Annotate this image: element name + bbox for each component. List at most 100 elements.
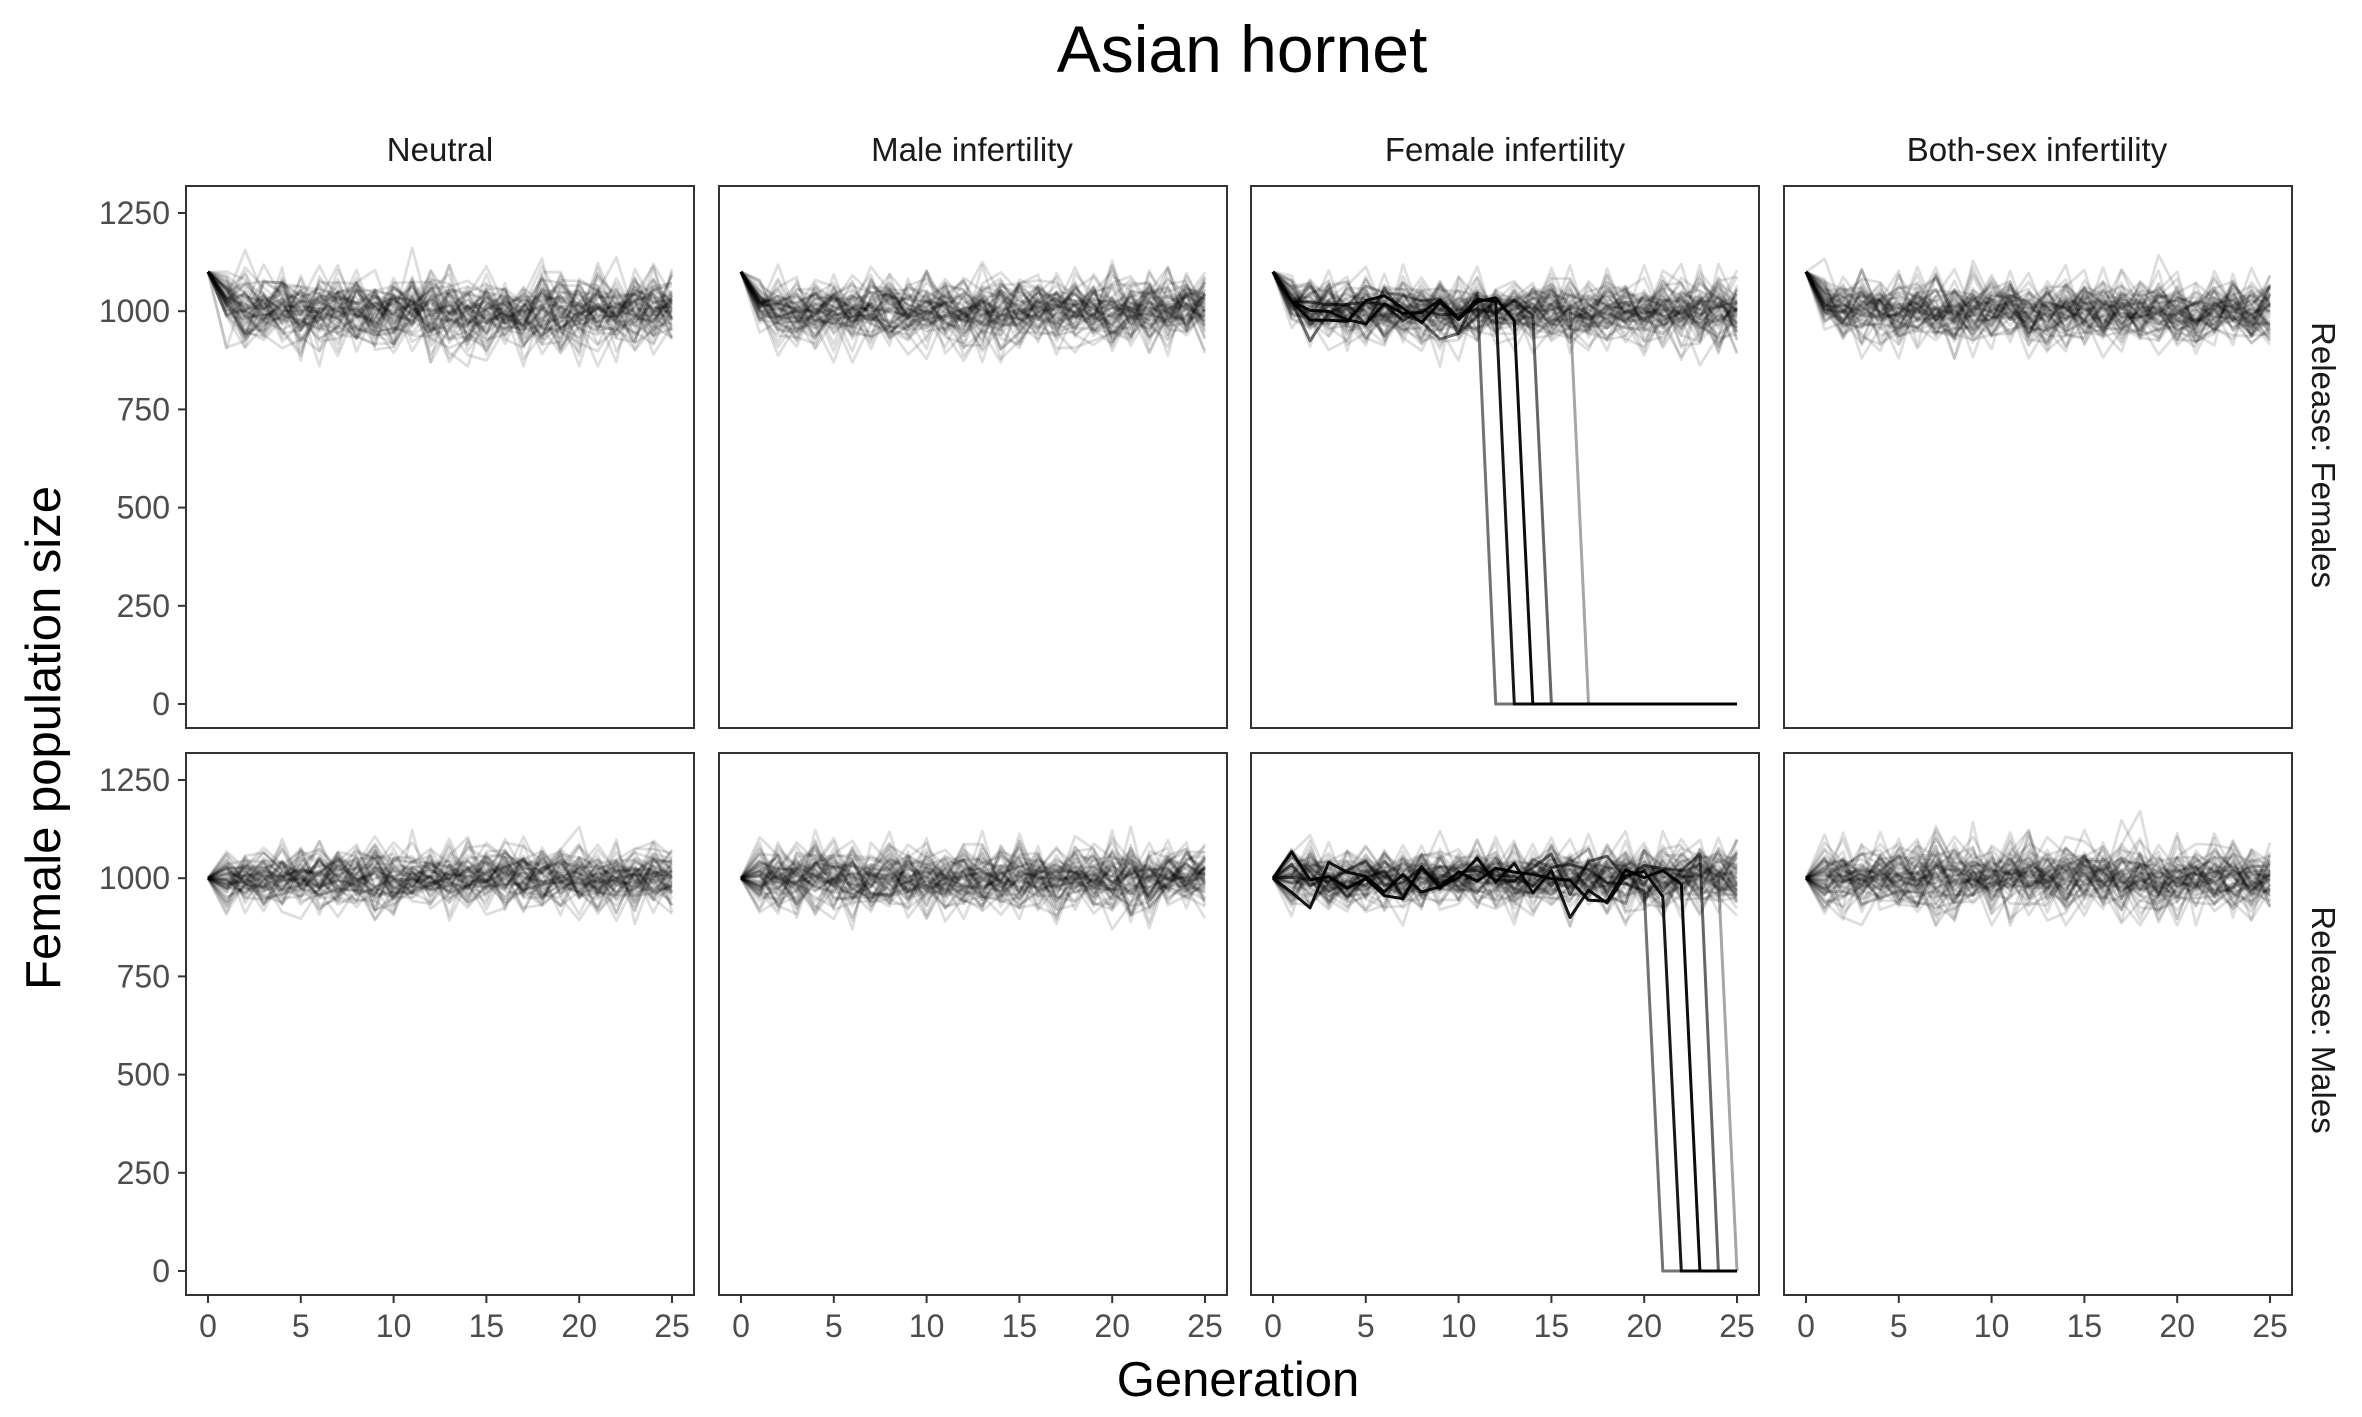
panel-series-group: [206, 246, 674, 368]
series-line: [1804, 271, 2272, 348]
series-line: [1804, 271, 2271, 336]
series-line: [206, 267, 673, 347]
series-line: [1805, 824, 2272, 916]
x-tick-label: 15: [1002, 1308, 1038, 1344]
series-line: [207, 270, 674, 329]
series-line: [207, 851, 673, 904]
series-line: [1804, 268, 2271, 349]
series-line: [207, 270, 674, 368]
panel-series-group: [739, 259, 1207, 364]
panel-series-group: [1804, 810, 2272, 927]
y-tick-label: 0: [152, 686, 170, 722]
y-axis-title: Female population size: [17, 486, 71, 990]
series-line: [1805, 270, 2272, 341]
series-line: [1805, 847, 2271, 906]
collapse-line: [1272, 859, 1737, 1273]
series-line: [1804, 854, 2272, 927]
x-tick-label: 25: [2252, 1308, 2288, 1344]
series-line: [1272, 849, 1739, 911]
series-line: [739, 271, 1206, 341]
series-line: [740, 847, 1207, 909]
series-line: [740, 860, 1207, 930]
series-line: [740, 836, 1206, 919]
series-line: [206, 853, 673, 914]
series-line: [207, 840, 674, 921]
series-line: [739, 271, 1206, 351]
x-tick-label: 20: [561, 1308, 597, 1344]
series-line: [739, 271, 1207, 343]
series-line: [740, 851, 1206, 904]
series-line: [1271, 843, 1739, 927]
series-line: [740, 836, 1207, 910]
series-line: [739, 271, 1207, 341]
series-line: [740, 829, 1207, 911]
series-line: [1804, 271, 2271, 338]
panel-series-group: [206, 825, 674, 926]
series-line: [1272, 266, 1738, 347]
series-line: [739, 271, 1206, 338]
series-line: [740, 856, 1206, 911]
x-tick-label: 15: [1534, 1308, 1570, 1344]
series-line: [1804, 271, 2272, 352]
series-line: [1804, 263, 2272, 347]
series-line: [740, 850, 1206, 915]
series-line: [206, 271, 674, 345]
series-line: [207, 852, 673, 915]
series-line: [1805, 848, 2271, 901]
series-line: [739, 270, 1206, 345]
series-line: [739, 271, 1207, 340]
series-line: [1805, 845, 2272, 916]
series-line: [206, 271, 674, 364]
series-line: [207, 847, 673, 908]
series-line: [206, 271, 673, 353]
series-line: [1805, 844, 2271, 912]
strip-label-row-1: Release: Males: [2305, 906, 2342, 1133]
series-line: [739, 271, 1207, 354]
series-line: [206, 271, 674, 346]
panel-1-3: [1783, 752, 2293, 1296]
series-line: [1805, 854, 2272, 927]
series-line: [1804, 842, 2271, 912]
series-line: [207, 270, 674, 354]
series-line: [1271, 269, 1738, 341]
series-line: [1804, 271, 2271, 344]
series-line: [740, 838, 1206, 921]
series-line: [1271, 271, 1738, 340]
x-tick-label: 5: [292, 1308, 310, 1344]
series-line: [739, 271, 1206, 351]
series-line: [207, 852, 673, 917]
series-line: [206, 268, 673, 364]
collapse-line: [1271, 850, 1737, 1273]
series-line: [207, 268, 674, 344]
series-line: [207, 845, 673, 902]
series-line: [1804, 270, 2271, 340]
series-line: [206, 852, 674, 922]
series-line: [206, 256, 673, 353]
x-tick-label: 10: [1974, 1308, 2010, 1344]
collapse-line: [1271, 271, 1737, 706]
x-tick-label: 0: [1797, 1308, 1815, 1344]
series-line: [1804, 829, 2271, 915]
series-line: [740, 848, 1207, 908]
series-line: [1271, 271, 1738, 338]
series-line: [1271, 271, 1738, 337]
series-line: [1805, 269, 2271, 360]
series-line: [1805, 831, 2271, 917]
series-line: [739, 260, 1206, 336]
y-tick-label: 250: [117, 1155, 170, 1191]
series-line: [1804, 271, 2272, 353]
series-line: [206, 263, 673, 353]
series-line: [739, 271, 1206, 350]
series-line: [740, 841, 1207, 920]
series-line: [740, 843, 1206, 922]
series-line: [740, 839, 1206, 906]
series-line: [739, 841, 1206, 900]
series-line: [207, 840, 674, 904]
series-line: [1805, 846, 2271, 909]
series-line: [739, 271, 1206, 347]
series-line: [207, 850, 674, 909]
series-line: [739, 265, 1206, 364]
series-line: [1805, 844, 2272, 927]
series-line: [206, 246, 674, 336]
series-line: [739, 267, 1206, 354]
